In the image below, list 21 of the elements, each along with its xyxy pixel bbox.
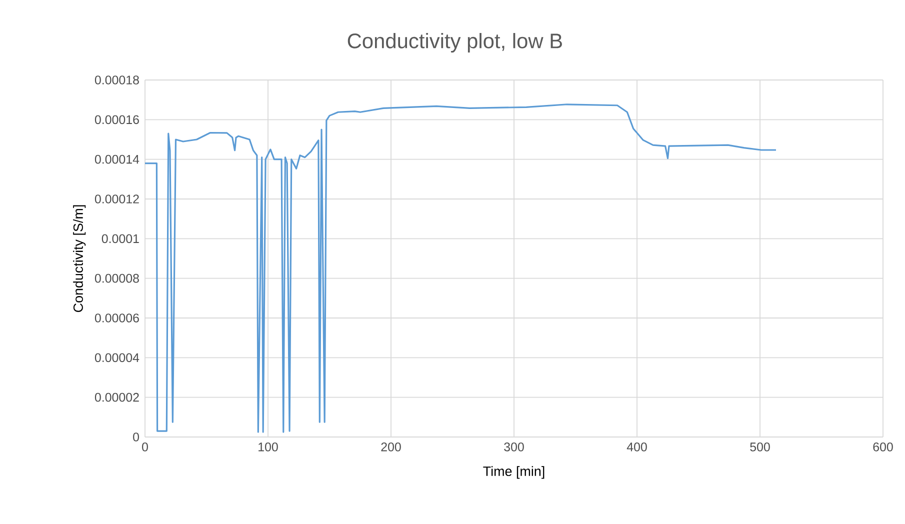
y-tick-label: 0.00002 bbox=[94, 392, 139, 402]
y-tick-label: 0.00008 bbox=[94, 274, 139, 283]
x-tick-label: 500 bbox=[750, 442, 770, 452]
y-axis-title: Conductivity [S/m] bbox=[73, 205, 86, 312]
x-axis-title: Time [min] bbox=[483, 466, 544, 479]
x-tick-label: 600 bbox=[873, 442, 893, 452]
y-tick-label: 0.00004 bbox=[94, 353, 140, 362]
x-tick-label: 100 bbox=[258, 442, 278, 452]
y-tick-label: 0.00018 bbox=[94, 76, 139, 84]
x-tick-label: 400 bbox=[626, 442, 647, 452]
chart-title: Conductivity plot, low B bbox=[348, 33, 562, 52]
y-tick-label: 0.00014 bbox=[94, 154, 140, 164]
y-tick-label: 0.00012 bbox=[94, 194, 139, 204]
x-tick-label: 200 bbox=[381, 442, 401, 452]
y-tick-label: 0.0001 bbox=[102, 234, 139, 244]
y-tick-label: 0.00006 bbox=[94, 314, 139, 322]
y-tick-label: 0 bbox=[133, 432, 139, 442]
line-series bbox=[144, 104, 777, 433]
y-tick-label: 0.00016 bbox=[94, 115, 139, 124]
x-tick-label: 0 bbox=[142, 442, 148, 452]
x-tick-label: 300 bbox=[504, 442, 524, 452]
